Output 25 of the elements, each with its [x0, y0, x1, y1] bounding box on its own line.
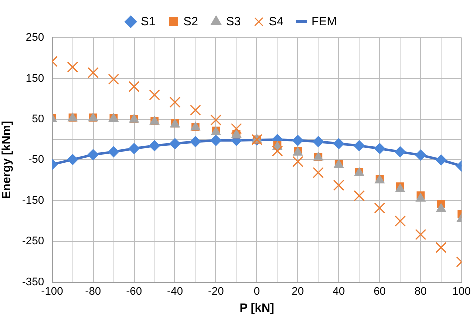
y-tick-label: -250 — [22, 236, 44, 248]
x-tick-label: -80 — [85, 286, 102, 298]
x-tick-label: -40 — [167, 286, 184, 298]
x-tick-label: 0 — [254, 286, 260, 298]
x-tick-label: -20 — [208, 286, 224, 298]
legend-label: S1 — [140, 14, 156, 28]
y-tick-label: 250 — [26, 32, 44, 44]
x-axis-title: P [kN] — [240, 301, 274, 316]
legend-label: S4 — [269, 14, 284, 28]
legend-label: S2 — [184, 14, 199, 28]
legend-label: FEM — [312, 14, 338, 28]
y-tick-label: 50 — [32, 114, 44, 126]
legend-label: S3 — [226, 14, 242, 28]
x-tick-label: 80 — [414, 286, 428, 298]
x-tick-label: -100 — [41, 286, 64, 298]
x-tick-label: -60 — [126, 286, 142, 298]
x-tick-label: 20 — [292, 286, 304, 298]
y-axis-title: Energy [kNm] — [0, 121, 14, 200]
y-tick-label: -350 — [22, 276, 44, 288]
y-tick-label: -50 — [28, 154, 44, 166]
y-tick-label: -150 — [22, 194, 44, 207]
x-tick-label: 100 — [452, 286, 472, 298]
x-tick-label: 60 — [374, 286, 386, 298]
x-tick-label: 40 — [332, 286, 346, 298]
y-tick-label: 150 — [26, 72, 44, 85]
